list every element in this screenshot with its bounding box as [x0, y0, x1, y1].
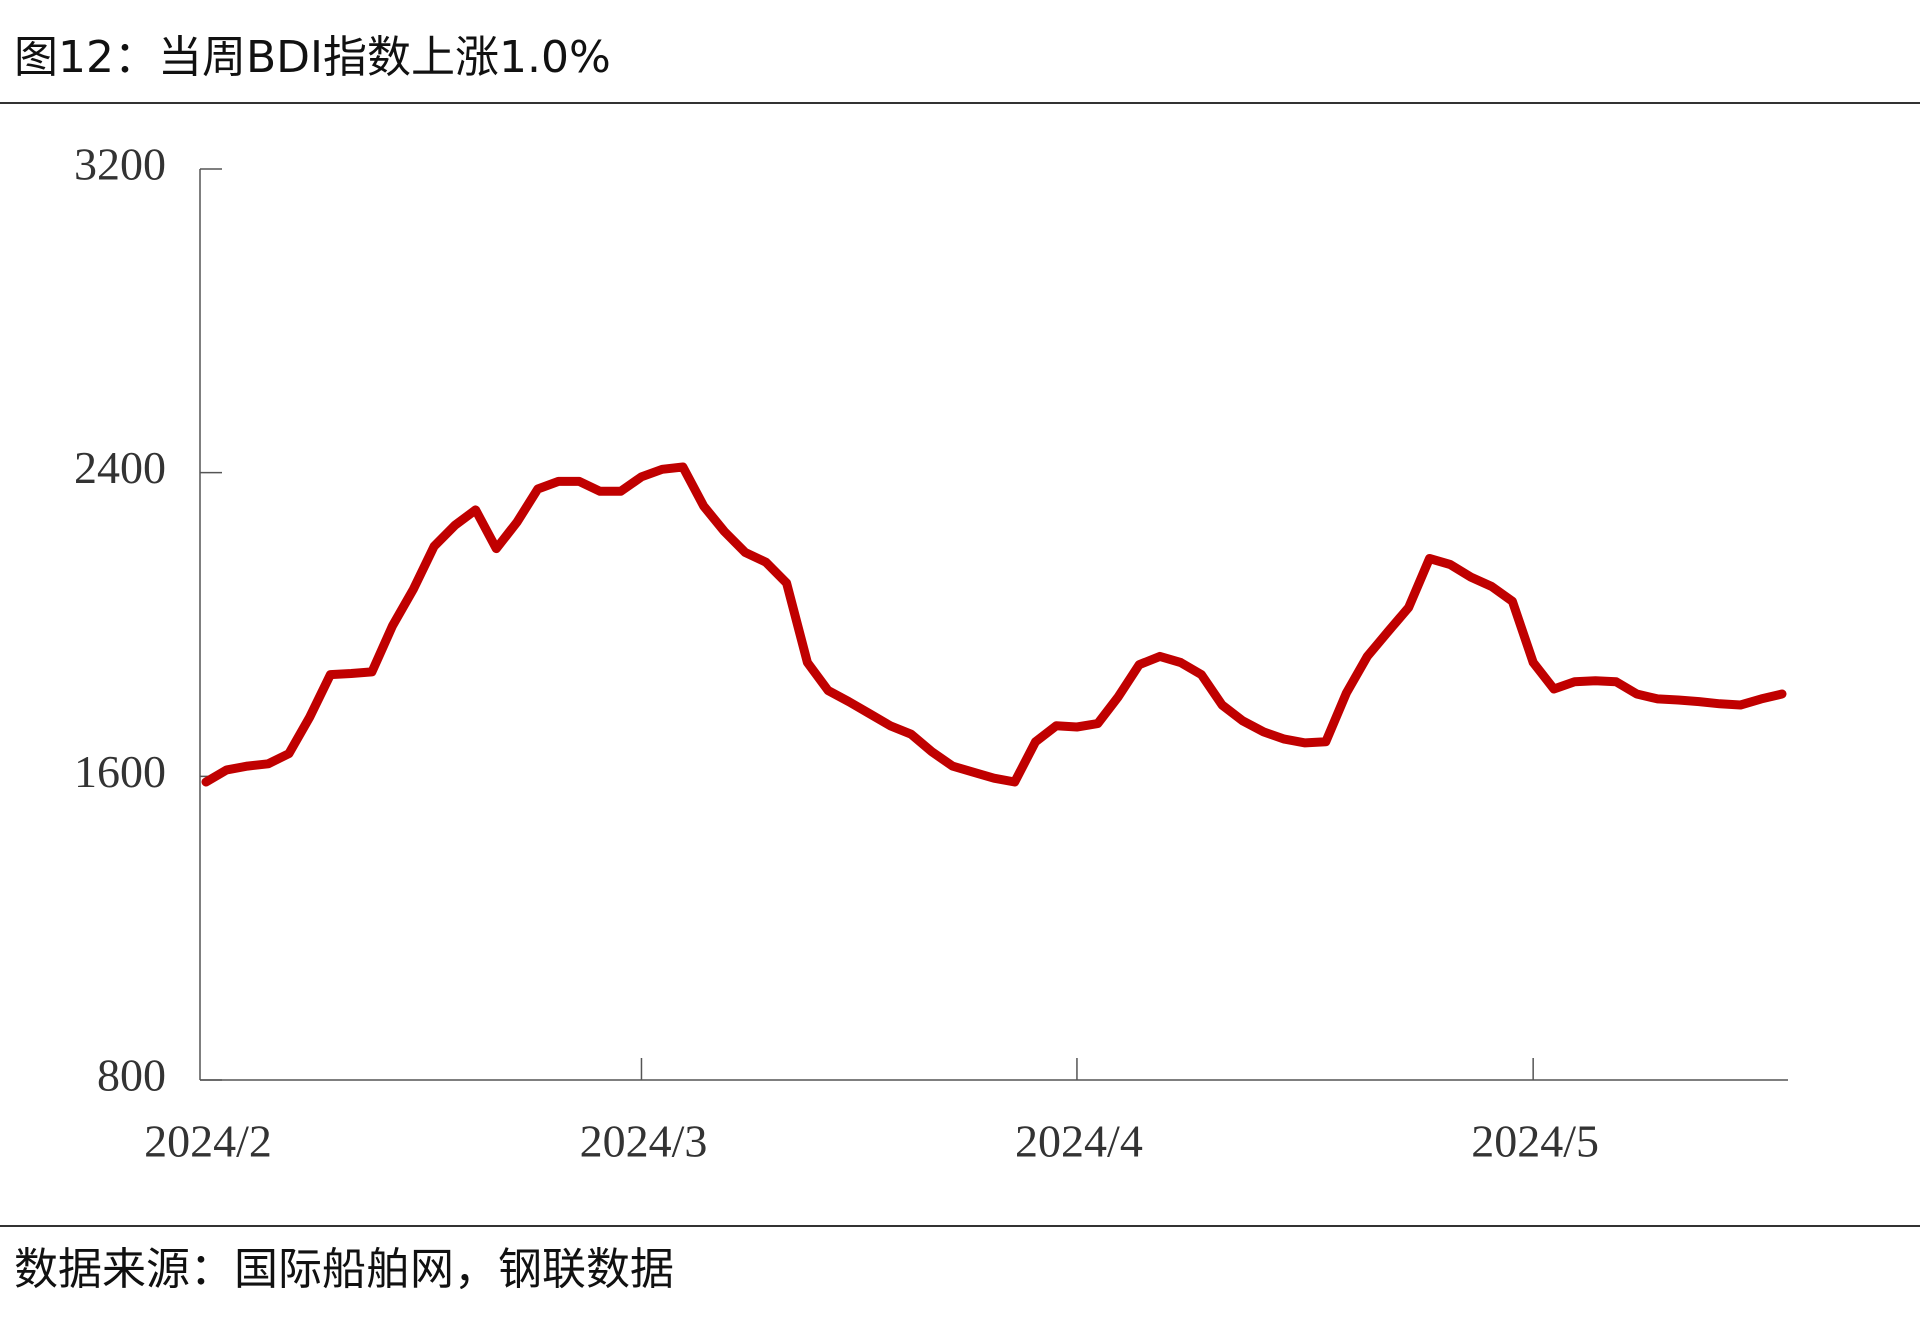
y-tick-label: 2400	[74, 442, 166, 493]
source-note: 数据来源：国际船舶网，钢联数据	[14, 1244, 674, 1295]
x-tick-label: 2024/5	[1471, 1116, 1599, 1167]
x-tick-label: 2024/4	[1015, 1116, 1143, 1167]
y-tick-label: 3200	[74, 139, 166, 190]
x-tick-label: 2024/2	[144, 1116, 272, 1167]
series-line	[201, 462, 1787, 787]
chart-title: 图12：当周BDI指数上涨1.0%	[14, 32, 611, 83]
y-tick-label: 1600	[74, 746, 166, 797]
x-tick-label: 2024/3	[580, 1116, 708, 1167]
y-tick-label: 800	[97, 1050, 166, 1101]
